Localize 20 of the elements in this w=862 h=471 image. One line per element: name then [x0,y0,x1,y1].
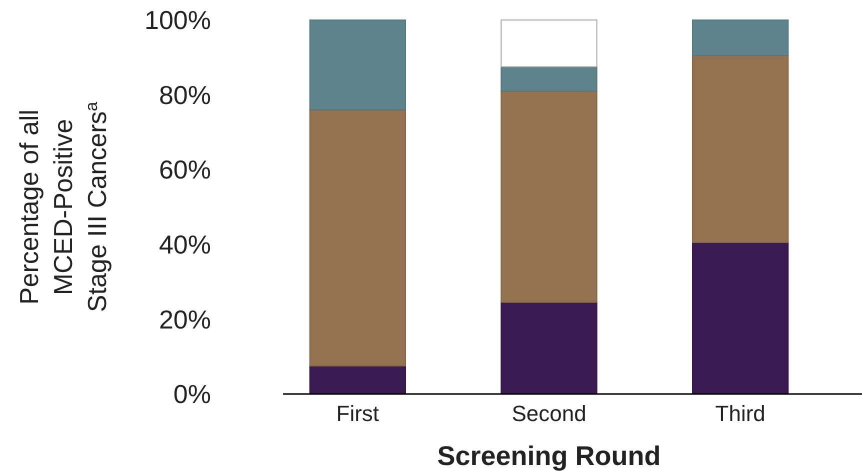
bar [692,55,789,244]
x-tick-label: First [336,401,380,426]
x-axis-title: Screening Round [437,441,661,471]
y-tick-label: 40% [158,230,211,260]
y-tick-label: 100% [144,5,211,36]
bar [500,302,598,394]
y-tick-label: 60% [158,154,211,185]
bar [500,20,598,68]
bar [309,365,406,394]
y-tick-label: 0% [173,379,211,410]
bar [692,242,789,394]
x-tick-label: Third [715,401,766,426]
bar [500,90,598,303]
bar [692,20,789,56]
bar [500,66,598,92]
bar [309,20,406,110]
y-tick-label: 80% [158,80,211,110]
bar [309,109,406,366]
x-tick-label: Second [512,401,586,426]
y-tick-label: 20% [158,304,211,334]
